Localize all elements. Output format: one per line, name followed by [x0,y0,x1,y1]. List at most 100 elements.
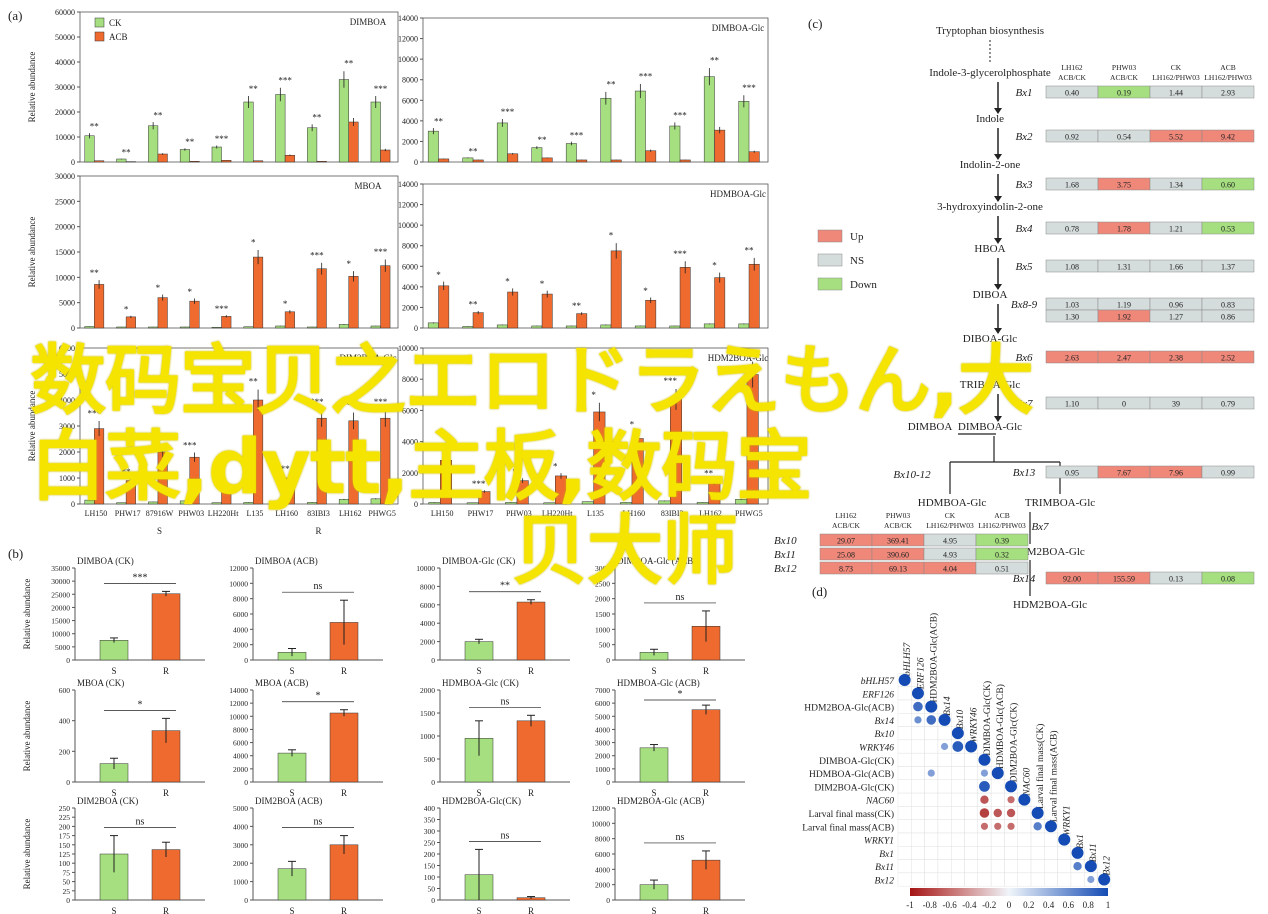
grid-cell [1017,819,1032,834]
x-tick-label: 83IBI3 [661,509,684,518]
bar-ck [658,500,671,505]
significance-label: *** [740,350,754,360]
column-label: Larval final mass(ACB) [1048,730,1059,822]
x-tick-label: PHW03 [506,509,532,518]
table-header: CK [945,511,956,520]
colorbar [910,888,1108,896]
significance-label: * [643,286,648,296]
bar-acb [94,160,105,163]
bar-acb [125,480,136,505]
bar-ck [738,101,750,163]
correlation-dot [978,753,991,766]
colorbar-tick-label: -0.8 [923,900,938,910]
legend-swatch [817,253,843,267]
y-tick-label: 20000 [55,108,75,117]
grid-cell [951,832,965,847]
grid-cell [1057,872,1072,887]
cell-value: 1.78 [1117,225,1131,234]
grid-cell [911,819,925,834]
cell-value: 69.13 [889,565,907,574]
bar-r [691,709,721,783]
y-tick-label: 60000 [55,8,75,17]
bar-acb [438,285,450,329]
correlation-dot [951,727,964,740]
y-axis-label: Relative abundance [22,819,32,890]
y-tick-label: 4000 [233,625,248,634]
y-tick-label: 1500 [595,610,610,619]
significance-label: * [124,305,129,315]
y-tick-label: 8000 [595,835,610,844]
y-tick-label: 8000 [420,582,435,591]
gene-label: Bx2 [1015,131,1033,143]
bar-r [329,712,359,783]
y-tick-label: 250 [59,804,71,813]
y-tick-label: 100 [59,859,71,868]
y-tick-label: 300 [424,827,436,836]
pathway-node: TRIMBOA-Glc [1025,497,1095,509]
y-tick-label: 2500 [595,579,610,588]
bar-ck [427,322,439,329]
bar-ck [620,502,633,505]
chart-b5: MBOA (CK) 0 200 400 600 Relative abundance S R * [22,678,205,798]
bar-acb [380,417,391,505]
significance-label: ** [500,581,510,592]
grid-cell [937,792,952,807]
y-tick-label: 400 [424,804,436,813]
bar-ck [116,326,127,329]
chart-title: DIMBOA-Glc [712,23,765,33]
y-tick-label: 30000 [55,172,75,181]
y-tick-label: 14000 [398,180,418,189]
cell-value: 2.52 [1221,354,1235,363]
y-tick-label: 25000 [55,197,75,206]
significance-label: ** [90,268,100,278]
significance-label: ns [136,817,145,828]
cell-value: 1.44 [1169,89,1183,98]
grid-cell [897,713,912,727]
y-tick-label: 12000 [591,804,610,813]
gene-label: Bx14 [1013,573,1036,585]
cell-value: 7.67 [1117,469,1131,478]
correlation-dot [991,767,1004,780]
arrow-head [994,328,1002,334]
row-label: Bx1 [879,850,894,860]
significance-label: ** [249,377,259,387]
x-tick-label: R [703,906,709,914]
grid-cell [937,766,952,780]
correlation-dot [925,700,938,713]
grid-cell [990,792,1005,807]
y-tick-label: 5000 [233,804,248,813]
grid-cell [964,779,979,794]
bar-ck [275,501,286,505]
bar-acb [189,161,200,163]
column-label: Bx10 [956,709,966,729]
grid-cell [964,752,979,767]
y-tick-label: 500 [599,641,611,650]
correlation-matrix: bHLH57bHLH57ERF126ERF126HDM2BOA-Glc(ACB)… [802,613,1112,910]
cell-value: 1.66 [1169,263,1183,272]
expression-cell [1201,221,1255,235]
bar-ck [462,326,474,329]
legend-label: Up [850,231,864,243]
significance-label: * [346,259,351,269]
gene-label: Bx12 [774,563,797,575]
y-tick-label: 1000 [595,765,610,774]
cell-value: 0.79 [1221,400,1235,409]
y-tick-label: 10000 [51,630,70,639]
colorbar-tick-label: -1 [906,900,914,910]
chart-b6: MBOA (ACB) 0 2000 4000 6000 8000 10000 12000 140… [229,678,383,798]
y-tick-label: 10000 [591,819,610,828]
y-tick-label: 2000 [402,469,418,478]
grid-cell [1004,872,1018,887]
bar-ck [148,125,159,163]
x-tick-label: S [476,666,481,676]
bar-ck [307,502,318,505]
bar-acb [125,316,136,329]
y-tick-label: 4000 [59,396,75,405]
correlation-dot [993,808,1002,818]
gene-label: Bx13 [1013,467,1036,479]
bar-ck [634,90,646,163]
x-tick-label: R [528,906,534,914]
cell-value: 1.37 [1221,263,1235,272]
grid-cell [897,806,912,820]
